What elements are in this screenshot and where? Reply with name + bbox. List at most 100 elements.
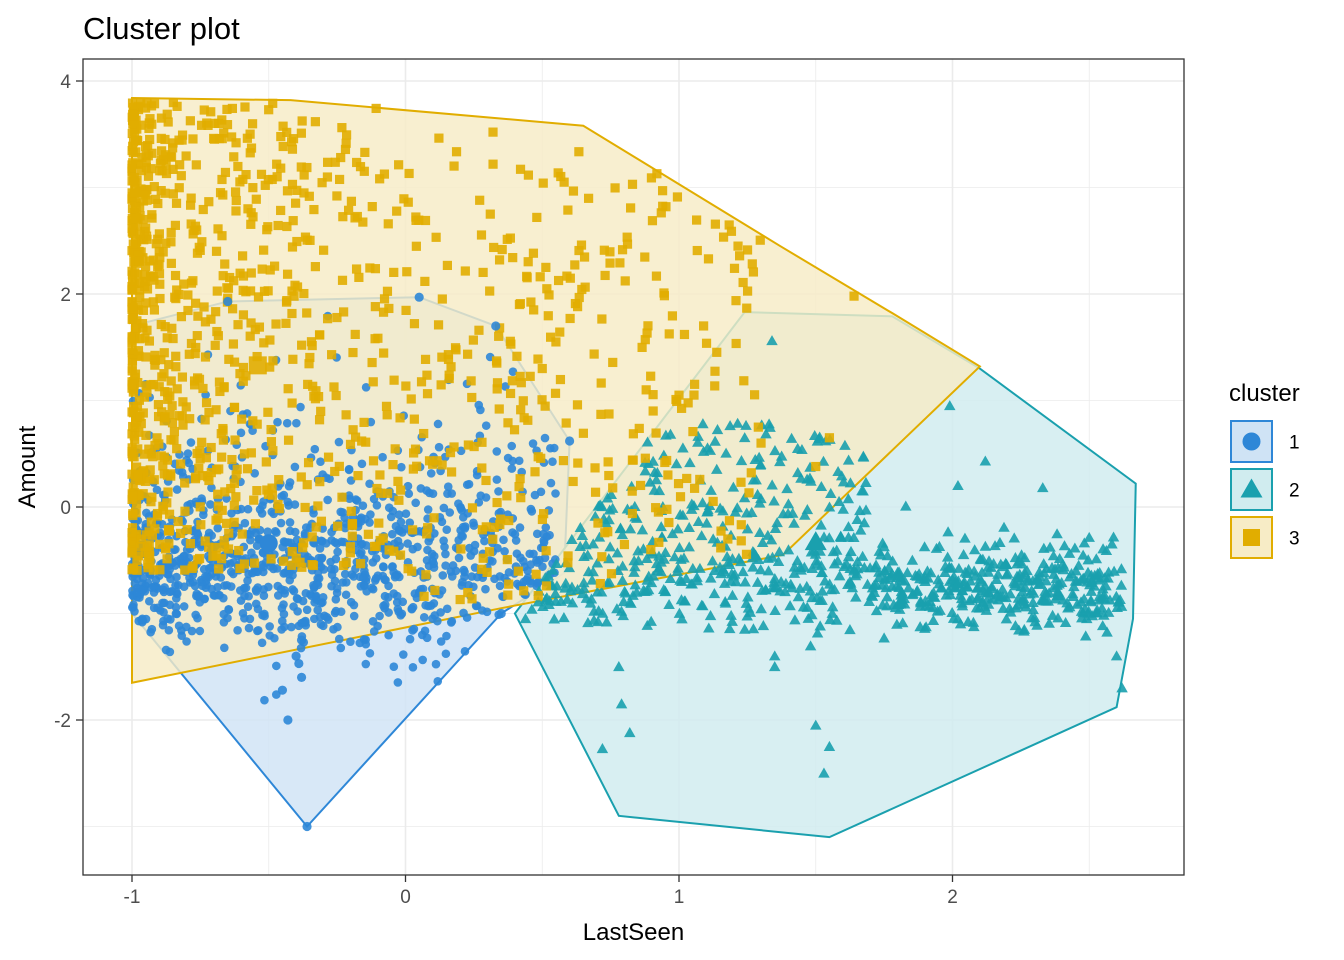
cluster-2-point bbox=[1078, 537, 1091, 548]
cluster-3-point bbox=[238, 362, 249, 373]
cluster-3-point bbox=[266, 554, 276, 564]
cluster-2-point bbox=[719, 596, 731, 607]
cluster-3-point bbox=[178, 420, 188, 430]
cluster-3-point bbox=[194, 374, 205, 384]
cluster-2-point bbox=[933, 540, 946, 551]
cluster-3-point bbox=[646, 545, 656, 555]
cluster-3-point bbox=[266, 437, 277, 447]
cluster-3-point bbox=[422, 389, 433, 399]
cluster-1-point bbox=[152, 485, 162, 495]
cluster-2-point bbox=[537, 600, 549, 611]
cluster-3-point bbox=[283, 384, 293, 394]
cluster-3-point bbox=[287, 144, 298, 154]
cluster-2-point bbox=[944, 400, 956, 411]
cluster-3-point bbox=[192, 331, 202, 341]
cluster-3-point bbox=[346, 196, 357, 206]
cluster-1-point bbox=[316, 457, 325, 466]
cluster-3-point bbox=[675, 492, 686, 502]
cluster-1-point bbox=[171, 609, 181, 618]
cluster-3-point bbox=[626, 203, 636, 213]
cluster-3-point bbox=[716, 543, 726, 553]
cluster-3-point bbox=[345, 548, 355, 558]
cluster-3-point bbox=[204, 197, 214, 207]
cluster-3-point bbox=[469, 441, 479, 452]
cluster-3-point bbox=[143, 151, 153, 161]
cluster-3-point bbox=[166, 152, 177, 162]
cluster-3-point bbox=[153, 411, 164, 422]
cluster-3-point bbox=[148, 565, 158, 575]
cluster-2-point bbox=[1028, 612, 1041, 623]
cluster-3-point bbox=[224, 354, 234, 364]
cluster-3-point bbox=[204, 542, 214, 552]
cluster-3-point bbox=[477, 463, 487, 473]
cluster-1-point bbox=[287, 622, 296, 632]
cluster-1-point bbox=[179, 602, 189, 611]
cluster-2-point bbox=[837, 503, 849, 514]
cluster-3-point bbox=[134, 490, 144, 501]
cluster-1-point bbox=[250, 468, 260, 478]
cluster-2-point bbox=[1027, 596, 1039, 607]
cluster-1-point bbox=[526, 578, 536, 588]
cluster-3-point bbox=[140, 103, 151, 113]
cluster-3-point bbox=[460, 266, 470, 276]
cluster-3-point bbox=[642, 328, 652, 338]
cluster-2-point bbox=[832, 555, 844, 566]
cluster-1-point bbox=[240, 518, 250, 528]
cluster-1-point bbox=[447, 617, 457, 626]
cluster-1-point bbox=[551, 489, 560, 498]
cluster-2-point bbox=[997, 602, 1009, 613]
cluster-2-point bbox=[974, 573, 986, 584]
cluster-3-point bbox=[488, 127, 498, 137]
cluster-2-point bbox=[823, 501, 836, 512]
cluster-3-point bbox=[228, 304, 238, 314]
cluster-2-point bbox=[558, 612, 570, 623]
cluster-3-point bbox=[597, 314, 607, 324]
cluster-3-point bbox=[350, 329, 360, 340]
cluster-2-point bbox=[664, 572, 677, 584]
cluster-1-point bbox=[272, 661, 281, 671]
cluster-1-point bbox=[361, 382, 371, 392]
cluster-3-point bbox=[622, 239, 633, 249]
cluster-3-point bbox=[430, 585, 440, 596]
cluster-3-point bbox=[160, 413, 170, 423]
cluster-3-point bbox=[303, 458, 314, 468]
cluster-2-point bbox=[1096, 620, 1109, 631]
cluster-3-point bbox=[310, 117, 320, 127]
cluster-3-point bbox=[273, 499, 283, 510]
cluster-3-point bbox=[128, 137, 139, 147]
cluster-3-point bbox=[544, 290, 554, 300]
cluster-1-point bbox=[247, 548, 256, 558]
cluster-3-point bbox=[753, 422, 763, 432]
cluster-1-point bbox=[220, 643, 229, 653]
cluster-2-point bbox=[856, 550, 869, 561]
cluster-1-point bbox=[151, 575, 161, 585]
cluster-3-point bbox=[407, 566, 417, 576]
cluster-3-point bbox=[164, 526, 174, 536]
cluster-1-point bbox=[204, 563, 214, 573]
cluster-3-point bbox=[134, 395, 144, 405]
cluster-1-point bbox=[333, 547, 342, 557]
cluster-2-point bbox=[683, 521, 695, 532]
cluster-3-point bbox=[422, 529, 432, 539]
cluster-3-point bbox=[674, 390, 684, 400]
cluster-3-point bbox=[218, 271, 228, 281]
cluster-3-point bbox=[147, 210, 157, 220]
cluster-2-point bbox=[940, 589, 953, 600]
cluster-1-point bbox=[392, 598, 402, 607]
cluster-3-point bbox=[299, 288, 309, 299]
cluster-3-point bbox=[276, 131, 286, 142]
legend-key-3 bbox=[1230, 516, 1273, 559]
cluster-3-point bbox=[576, 240, 587, 250]
legend-symbol-1 bbox=[1242, 432, 1261, 451]
cluster-3-point bbox=[278, 121, 288, 131]
cluster-1-point bbox=[190, 581, 200, 591]
cluster-3-point bbox=[158, 505, 169, 515]
cluster-3-point bbox=[135, 541, 145, 552]
cluster-3-point bbox=[463, 440, 473, 450]
cluster-3-point bbox=[689, 390, 699, 400]
cluster-2-point bbox=[616, 560, 629, 571]
cluster-2-point bbox=[705, 572, 717, 583]
cluster-3-point bbox=[503, 590, 513, 600]
cluster-3-point bbox=[450, 343, 461, 353]
cluster-3-point bbox=[494, 404, 504, 414]
